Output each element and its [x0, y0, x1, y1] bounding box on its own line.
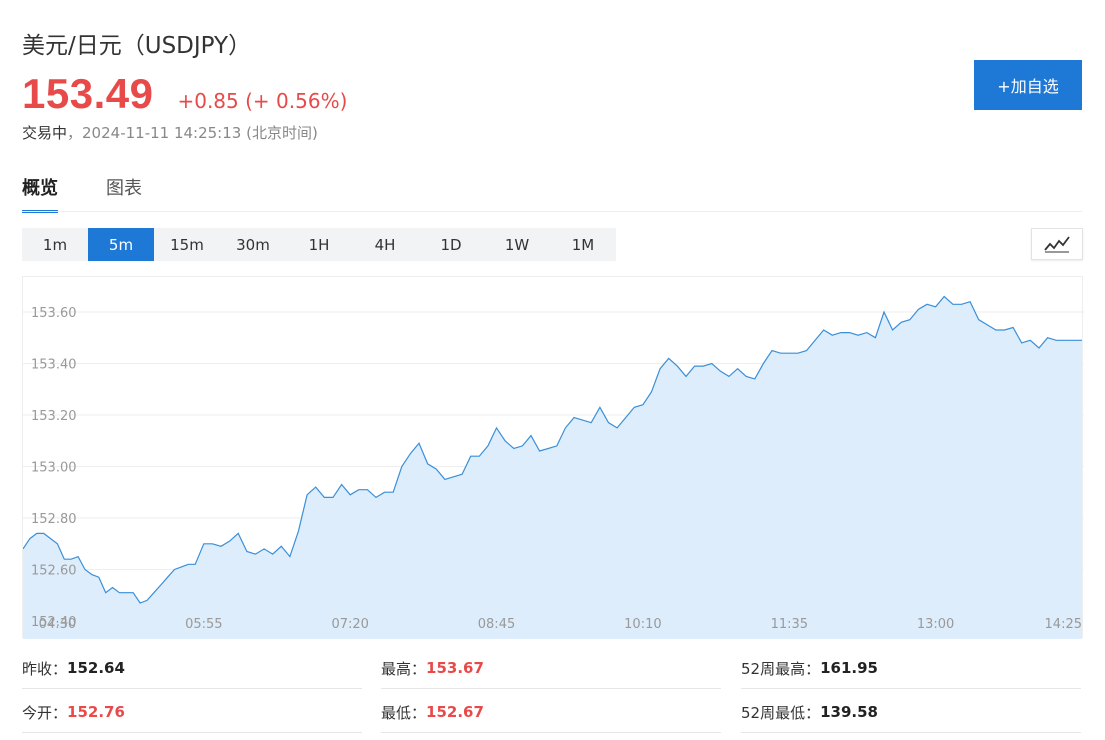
current-price: 153.49: [22, 70, 154, 117]
timestamp: ，2024-11-11 14:25:13 (北京时间): [67, 124, 318, 142]
y-tick-label: 153.00: [31, 461, 77, 476]
tab-bar: 概览 图表: [22, 174, 190, 213]
chart-type-button[interactable]: [1031, 228, 1083, 260]
stat-label: 最高：: [381, 659, 427, 678]
status-label: 交易中: [22, 124, 68, 142]
add-watchlist-button[interactable]: +加自选: [974, 60, 1082, 110]
x-tick-label: 04:30: [39, 617, 76, 632]
interval-1mo[interactable]: 1M: [571, 235, 595, 254]
stat-value: 153.67: [426, 659, 484, 677]
price-line: [23, 295, 1082, 604]
stat-52w-low: 52周最低： 139.58: [741, 692, 1081, 733]
interval-30m[interactable]: 30m: [236, 235, 270, 254]
price-chart[interactable]: 152.40 152.60 152.80 153.00 153.20 153.40 153.…: [22, 276, 1084, 639]
interval-1w[interactable]: 1W: [504, 235, 530, 254]
chart-svg: 152.40 152.60 152.80 153.00 153.20 153.40 153.…: [23, 295, 1084, 639]
y-tick-label: 153.20: [31, 409, 77, 424]
y-tick-label: 153.60: [31, 306, 77, 321]
y-tick-label: 152.60: [31, 564, 77, 579]
stat-value: 152.67: [426, 703, 484, 721]
stat-label: 52周最低：: [741, 703, 821, 722]
x-tick-label: 13:00: [917, 617, 954, 632]
tab-overview[interactable]: 概览: [22, 174, 58, 213]
stat-52w-high: 52周最高： 161.95: [741, 648, 1081, 689]
interval-1h[interactable]: 1H: [308, 235, 330, 254]
price-change: +0.85 (+ 0.56%): [177, 89, 348, 113]
stat-open: 今开： 152.76: [22, 692, 362, 733]
interval-selector: 1m 5m 15m 30m 1H 4H 1D 1W 1M: [22, 228, 616, 261]
interval-4h[interactable]: 4H: [374, 235, 396, 254]
tab-divider: [22, 211, 1082, 212]
stat-low: 最低： 152.67: [381, 692, 721, 733]
y-tick-label: 153.40: [31, 358, 77, 373]
trade-status: 交易中，2024-11-11 14:25:13 (北京时间): [22, 122, 318, 143]
interval-5m[interactable]: 5m: [88, 228, 154, 261]
page-title: 美元/日元（USDJPY）: [22, 33, 252, 59]
stat-label: 今开：: [22, 703, 68, 722]
stat-label: 52周最高：: [741, 659, 821, 678]
x-tick-label: 10:10: [624, 617, 661, 632]
interval-1d[interactable]: 1D: [440, 235, 462, 254]
stat-prev-close: 昨收： 152.64: [22, 648, 362, 689]
stat-value: 152.76: [67, 703, 125, 721]
y-tick-label: 152.40: [31, 615, 77, 630]
price-area: [23, 296, 1082, 639]
stat-value: 139.58: [820, 703, 878, 721]
interval-15m[interactable]: 15m: [170, 235, 204, 254]
x-tick-label: 07:20: [331, 617, 368, 632]
x-tick-label: 08:45: [478, 617, 515, 632]
stat-value: 152.64: [67, 659, 125, 677]
interval-1m[interactable]: 1m: [42, 235, 68, 254]
line-chart-icon: [1044, 236, 1070, 253]
stat-label: 最低：: [381, 703, 427, 722]
stat-value: 161.95: [820, 659, 878, 677]
x-tick-label: 11:35: [771, 617, 808, 632]
price-row: 153.49 +0.85 (+ 0.56%): [22, 70, 347, 118]
x-tick-label: 05:55: [185, 617, 222, 632]
y-tick-label: 152.80: [31, 512, 77, 527]
stat-label: 昨收：: [22, 659, 68, 678]
stat-high: 最高： 153.67: [381, 648, 721, 689]
x-tick-label: 14:25: [1045, 617, 1082, 632]
tab-chart[interactable]: 图表: [106, 178, 142, 199]
